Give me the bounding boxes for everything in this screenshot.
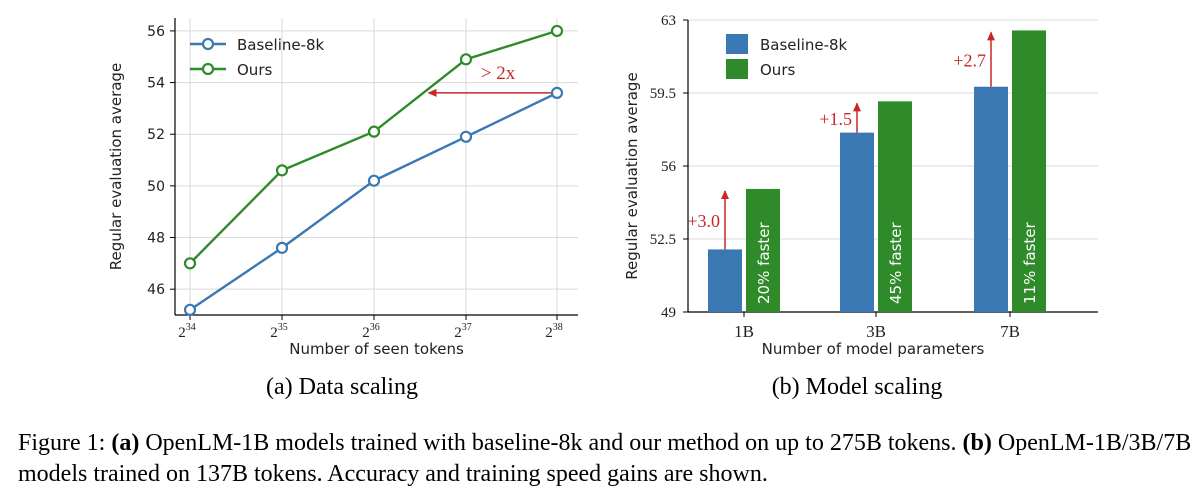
x-tick-label: 7B — [1000, 322, 1020, 341]
y-tick-label: 52.5 — [650, 232, 676, 248]
y-tick-label: 59.5 — [650, 86, 676, 102]
y-tick-label: 63 — [661, 13, 676, 29]
x-tick-base: 2 — [178, 325, 186, 341]
speed-label: 20% faster — [755, 221, 773, 304]
bar-baseline-7B — [974, 86, 1008, 312]
figure-caption: Figure 1: (a) OpenLM-1B models trained w… — [18, 428, 1193, 490]
data-point-baseline — [275, 241, 289, 254]
bar-baseline-1B — [708, 249, 742, 312]
legend-marker — [201, 37, 215, 51]
speed-label: 45% faster — [887, 221, 905, 304]
legend-swatch-ours — [726, 59, 748, 79]
y-tick-label: 50 — [147, 179, 165, 195]
y-axis-label: Regular evaluation average — [107, 63, 125, 270]
legend-label: Baseline-8k — [760, 36, 848, 54]
bar-baseline-3B — [840, 132, 874, 312]
data-point-ours — [367, 125, 381, 138]
legend-marker — [201, 62, 215, 76]
x-tick-base: 2 — [270, 325, 278, 341]
x-tick-exponent: 35 — [278, 322, 288, 333]
legend-label: Ours — [760, 61, 795, 79]
x-tick-exponent: 34 — [186, 322, 196, 333]
x-tick-label: 235 — [270, 322, 288, 341]
data-point-baseline — [459, 130, 473, 143]
x-tick-base: 2 — [545, 325, 553, 341]
x-tick-base: 2 — [362, 325, 370, 341]
data-point-baseline — [550, 86, 564, 99]
gain-label: +1.5 — [819, 109, 852, 129]
x-tick-label: 237 — [454, 322, 472, 341]
data-point-ours — [459, 53, 473, 66]
x-tick-exponent: 37 — [462, 322, 472, 333]
y-tick-label: 48 — [147, 231, 165, 247]
data-point-ours — [183, 257, 197, 270]
y-tick-label: 54 — [147, 76, 165, 92]
y-tick-label: 56 — [661, 159, 677, 175]
chart-subtitle: (b) Model scaling — [772, 374, 943, 400]
x-tick-label: 238 — [545, 322, 563, 341]
x-axis-label: Number of seen tokens — [289, 340, 464, 358]
y-tick-label: 46 — [147, 282, 165, 298]
data-point-ours — [275, 164, 289, 177]
y-tick-label: 49 — [661, 305, 676, 321]
x-tick-label: 236 — [362, 322, 380, 341]
bar-ours-7B — [1012, 30, 1046, 313]
caption-a-text: OpenLM-1B models trained with baseline-8… — [139, 430, 963, 456]
bar-ours-3B — [878, 101, 912, 312]
data-point-baseline — [367, 174, 381, 187]
bar-ours-1B — [746, 188, 780, 312]
data-point-ours — [550, 24, 564, 38]
y-tick-label: 56 — [147, 24, 165, 40]
data-point-baseline — [183, 303, 197, 316]
y-tick-label: 52 — [147, 127, 165, 143]
x-tick-exponent: 38 — [553, 322, 563, 333]
legend-label: Ours — [237, 61, 272, 79]
x-tick-label: 234 — [178, 322, 196, 341]
caption-prefix: Figure 1: — [18, 430, 112, 456]
legend-swatch-baseline — [726, 34, 748, 54]
x-tick-exponent: 36 — [370, 322, 380, 333]
speed-label: 11% faster — [1021, 221, 1039, 304]
gain-label: +3.0 — [687, 211, 720, 231]
caption-a-label: (a) — [111, 430, 140, 456]
caption-b-label: (b) — [962, 430, 992, 456]
caption-b-text: OpenLM-1B/3B/7B models trained on 137B t… — [18, 430, 1192, 487]
y-axis-label: Regular evaluation average — [623, 72, 641, 279]
legend-label: Baseline-8k — [237, 36, 325, 54]
x-tick-base: 2 — [454, 325, 462, 341]
x-tick-label: 1B — [734, 322, 754, 341]
chart-subtitle: (a) Data scaling — [266, 374, 418, 400]
x-axis-label: Number of model parameters — [762, 340, 985, 358]
speedup-label: > 2x — [481, 63, 516, 84]
x-tick-label: 3B — [866, 322, 886, 341]
gain-label: +2.7 — [953, 51, 986, 71]
